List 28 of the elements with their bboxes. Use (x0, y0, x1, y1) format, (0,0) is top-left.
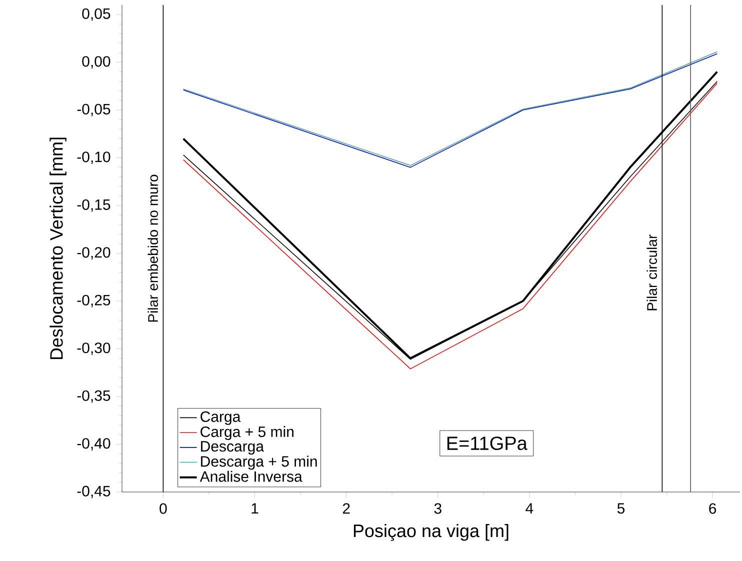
y-tick-label: -0,05 (77, 104, 110, 116)
legend-label: Carga (200, 411, 241, 425)
x-tick-label: 4 (526, 503, 534, 514)
y-tick-label: -0,40 (77, 438, 110, 450)
annotation: E=11GPa (447, 436, 528, 450)
y-tick-label: -0,20 (77, 247, 110, 260)
y-tick-label: 0,05 (82, 8, 110, 21)
legend-label: Descarga + 5 min (201, 456, 317, 470)
y-tick-label: 0,00 (82, 56, 110, 68)
ref-line-label: Pilar embebido no muro (148, 174, 158, 322)
legend-label: Descarga (201, 441, 264, 455)
x-tick-label: 6 (709, 503, 716, 514)
y-tick-label: -0,30 (77, 342, 110, 355)
legend-label: Analise Inversa (200, 470, 302, 482)
y-tick-label: -0,25 (77, 294, 110, 308)
x-tick-label: 3 (434, 503, 442, 514)
x-tick-label: 1 (252, 503, 258, 514)
legend-label: Carga + 5 min (200, 426, 294, 440)
x-axis-title: Posiçao na viga [m] (354, 524, 508, 541)
y-tick-label: -0,15 (77, 199, 110, 212)
x-tick-label: 2 (342, 503, 350, 514)
ref-line-label: Pilar circular (646, 234, 657, 310)
x-tick-label: 5 (617, 503, 625, 514)
y-tick-label: -0,45 (77, 486, 110, 498)
y-tick-label: -0,35 (77, 390, 110, 403)
y-axis-title: Deslocamento Vertical [mm] (50, 138, 66, 360)
y-tick-label: -0,10 (77, 152, 110, 164)
x-tick-label: 0 (160, 503, 167, 514)
